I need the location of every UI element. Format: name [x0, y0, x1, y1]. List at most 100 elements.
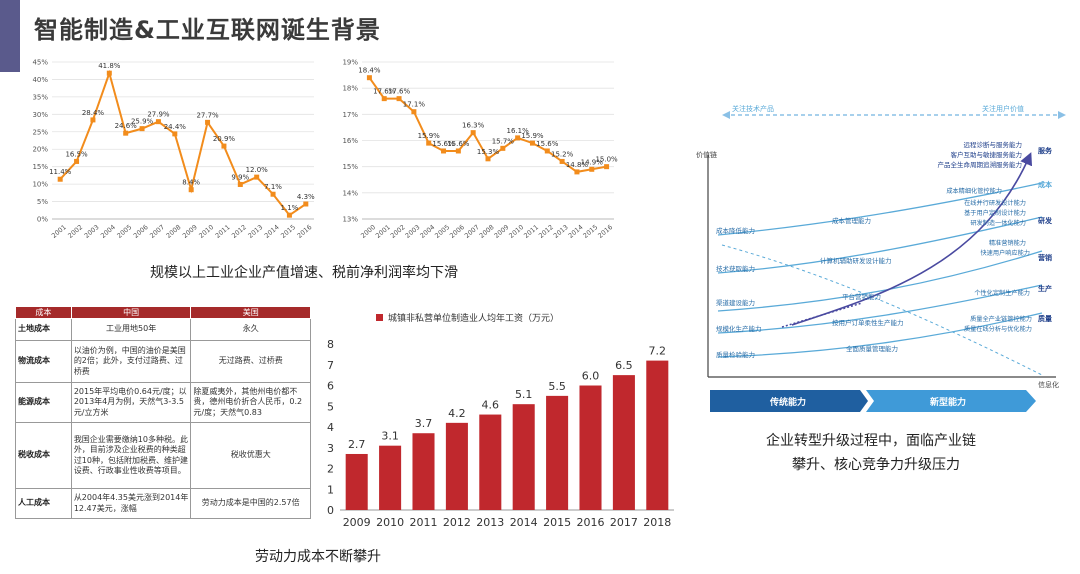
- data-point: [188, 187, 194, 193]
- table-caption: 劳动力成本不断攀升: [255, 549, 381, 565]
- new-top-label: 客户互助与敏捷服务能力: [951, 150, 1023, 159]
- table-row: 税收成本 我国企业需要缴纳10多种税。此外，目前涉及企业税费的种类超过10种，包…: [15, 422, 311, 489]
- x-tick-label: 2001: [50, 223, 68, 240]
- data-label: 12.0%: [246, 166, 269, 174]
- data-label: 15.6%: [536, 140, 559, 148]
- china-cell: 2015年平均电价0.64元/度；以2013年4月为例，天然气3-3.5元/立方…: [70, 382, 192, 423]
- x-tick-label: 2011: [410, 516, 438, 529]
- data-label: 2.7: [348, 438, 366, 451]
- x-axis-label: 信息化: [1038, 380, 1059, 389]
- x-tick-label: 2013: [552, 223, 570, 240]
- trad-label: 规模化生产能力: [716, 324, 762, 333]
- data-label: 4.6: [482, 399, 500, 412]
- usa-cell: 无过路费、过桥费: [190, 340, 311, 383]
- data-label: 41.8%: [98, 62, 121, 70]
- table-row: 能源成本 2015年平均电价0.64元/度；以2013年4月为例，天然气3-3.…: [15, 382, 311, 423]
- data-point: [470, 130, 476, 136]
- trad-label: 技术获取能力: [716, 264, 755, 273]
- y-tick-label: 16%: [342, 137, 358, 145]
- y-tick-label: 18%: [342, 85, 358, 93]
- data-point: [381, 96, 387, 102]
- cost-comparison-table: 成本 中国 美国 土地成本 工业用地50年 永久 物流成本 以油价为例，中国的油…: [15, 306, 311, 519]
- y-tick-label: 8: [327, 338, 334, 351]
- data-label: 14.8%: [566, 161, 589, 169]
- data-label: 15.2%: [551, 150, 574, 158]
- profit-margin-line-chart: 13%14%15%16%17%18%19%2000200120022003200…: [342, 59, 618, 240]
- row-name: 税收成本: [15, 422, 72, 489]
- y-tick-label: 45%: [32, 59, 48, 67]
- data-label: 24.4%: [164, 123, 187, 131]
- top-arrow-right-label: 关注用户价值: [982, 104, 1024, 113]
- y-tick-label: 1: [327, 483, 334, 496]
- data-point: [221, 143, 227, 149]
- marketing-line: [717, 250, 1043, 312]
- y-tick-label: 0%: [37, 216, 48, 224]
- category-label-cost: 成本: [1038, 180, 1052, 189]
- bar: [546, 395, 569, 510]
- y-tick-label: 19%: [342, 59, 358, 67]
- china-cell: 工业用地50年: [70, 318, 192, 341]
- x-tick-label: 2000: [359, 223, 377, 240]
- data-label: 24.6%: [115, 122, 138, 130]
- x-tick-label: 2008: [478, 223, 496, 240]
- top-charts-caption: 规模以上工业企业产值增速、税前净利润率均下滑: [150, 265, 458, 281]
- data-point: [574, 169, 580, 175]
- chart-title: 城镇非私营单位制造业人均年工资（万元）: [388, 312, 559, 324]
- series-line: [59, 69, 307, 217]
- x-tick-label: 2001: [374, 223, 392, 240]
- y-tick-label: 20%: [32, 146, 48, 154]
- data-label: 6.5: [615, 359, 633, 372]
- bottom-right-label: 新型能力: [930, 396, 966, 408]
- category-label-quality: 质量: [1038, 314, 1052, 323]
- china-cell: 我国企业需要缴纳10多种税。此外，目前涉及企业税费的种类超过10种，包括附加税费…: [70, 422, 192, 489]
- x-tick-label: 2014: [567, 223, 585, 240]
- data-label: 27.9%: [147, 111, 170, 119]
- data-point: [515, 135, 521, 141]
- y-tick-label: 2: [327, 463, 334, 476]
- category-label-service: 服务: [1038, 146, 1053, 155]
- x-tick-label: 2006: [132, 223, 150, 240]
- x-tick-label: 2017: [610, 516, 638, 529]
- data-label: 4.3%: [297, 193, 315, 201]
- data-label: 1.1%: [281, 204, 299, 212]
- data-point: [366, 75, 372, 81]
- bar: [646, 360, 669, 510]
- row-name: 能源成本: [15, 382, 72, 423]
- y-tick-label: 15%: [342, 163, 358, 171]
- data-point: [74, 158, 80, 164]
- service-curve: [791, 152, 1033, 326]
- y-tick-label: 7: [327, 359, 334, 372]
- top-dashed-arrow: [722, 111, 1066, 119]
- x-tick-label: 2012: [443, 516, 471, 529]
- y-tick-label: 15%: [32, 163, 48, 171]
- x-tick-label: 2006: [448, 223, 466, 240]
- new-right-label: 精准营销能力: [989, 239, 1026, 247]
- x-tick-label: 2002: [66, 223, 84, 240]
- growth-rate-line-chart: 0% 5% 10% 15% 20% 25% 30% 35% 40% 45% 200120022003…: [32, 59, 315, 240]
- dashed-declining-line: [721, 244, 1043, 376]
- row-name: 人工成本: [15, 488, 72, 519]
- capability-upgrade-diagram: 关注技术产品 关注用户价值 价值链 信息化 成本降低能力 技术获取能力 渠道建设…: [696, 104, 1066, 412]
- new-right-label: 质量全产业链管控能力: [970, 315, 1032, 323]
- bar: [412, 433, 435, 510]
- new-right-label: 基于用户定制设计能力: [964, 209, 1026, 217]
- new-right-label: 个性化定制生产能力: [974, 289, 1030, 297]
- x-tick-label: 2009: [493, 223, 511, 240]
- mid-label: 计算机辅助研发设计能力: [820, 256, 892, 265]
- data-label: 17.6%: [373, 88, 396, 96]
- data-label: 16.1%: [507, 127, 530, 135]
- table-row: 人工成本 从2004年4.35美元涨到2014年12.47美元，涨幅 劳动力成本…: [15, 488, 311, 519]
- y-tick-label: 10%: [32, 181, 48, 189]
- mid-label: 平台营销能力: [842, 292, 881, 301]
- x-tick-label: 2008: [165, 223, 183, 240]
- row-name: 土地成本: [15, 318, 72, 341]
- data-label: 15.9%: [521, 132, 544, 140]
- data-point: [270, 191, 276, 197]
- data-point: [604, 164, 610, 170]
- x-tick-label: 2012: [537, 223, 555, 240]
- data-label: 15.3%: [477, 148, 500, 156]
- data-point: [286, 212, 292, 218]
- legend-swatch: [376, 314, 383, 321]
- page-title: 智能制造&工业互联网诞生背景: [34, 16, 381, 44]
- y-tick-label: 5%: [37, 198, 48, 206]
